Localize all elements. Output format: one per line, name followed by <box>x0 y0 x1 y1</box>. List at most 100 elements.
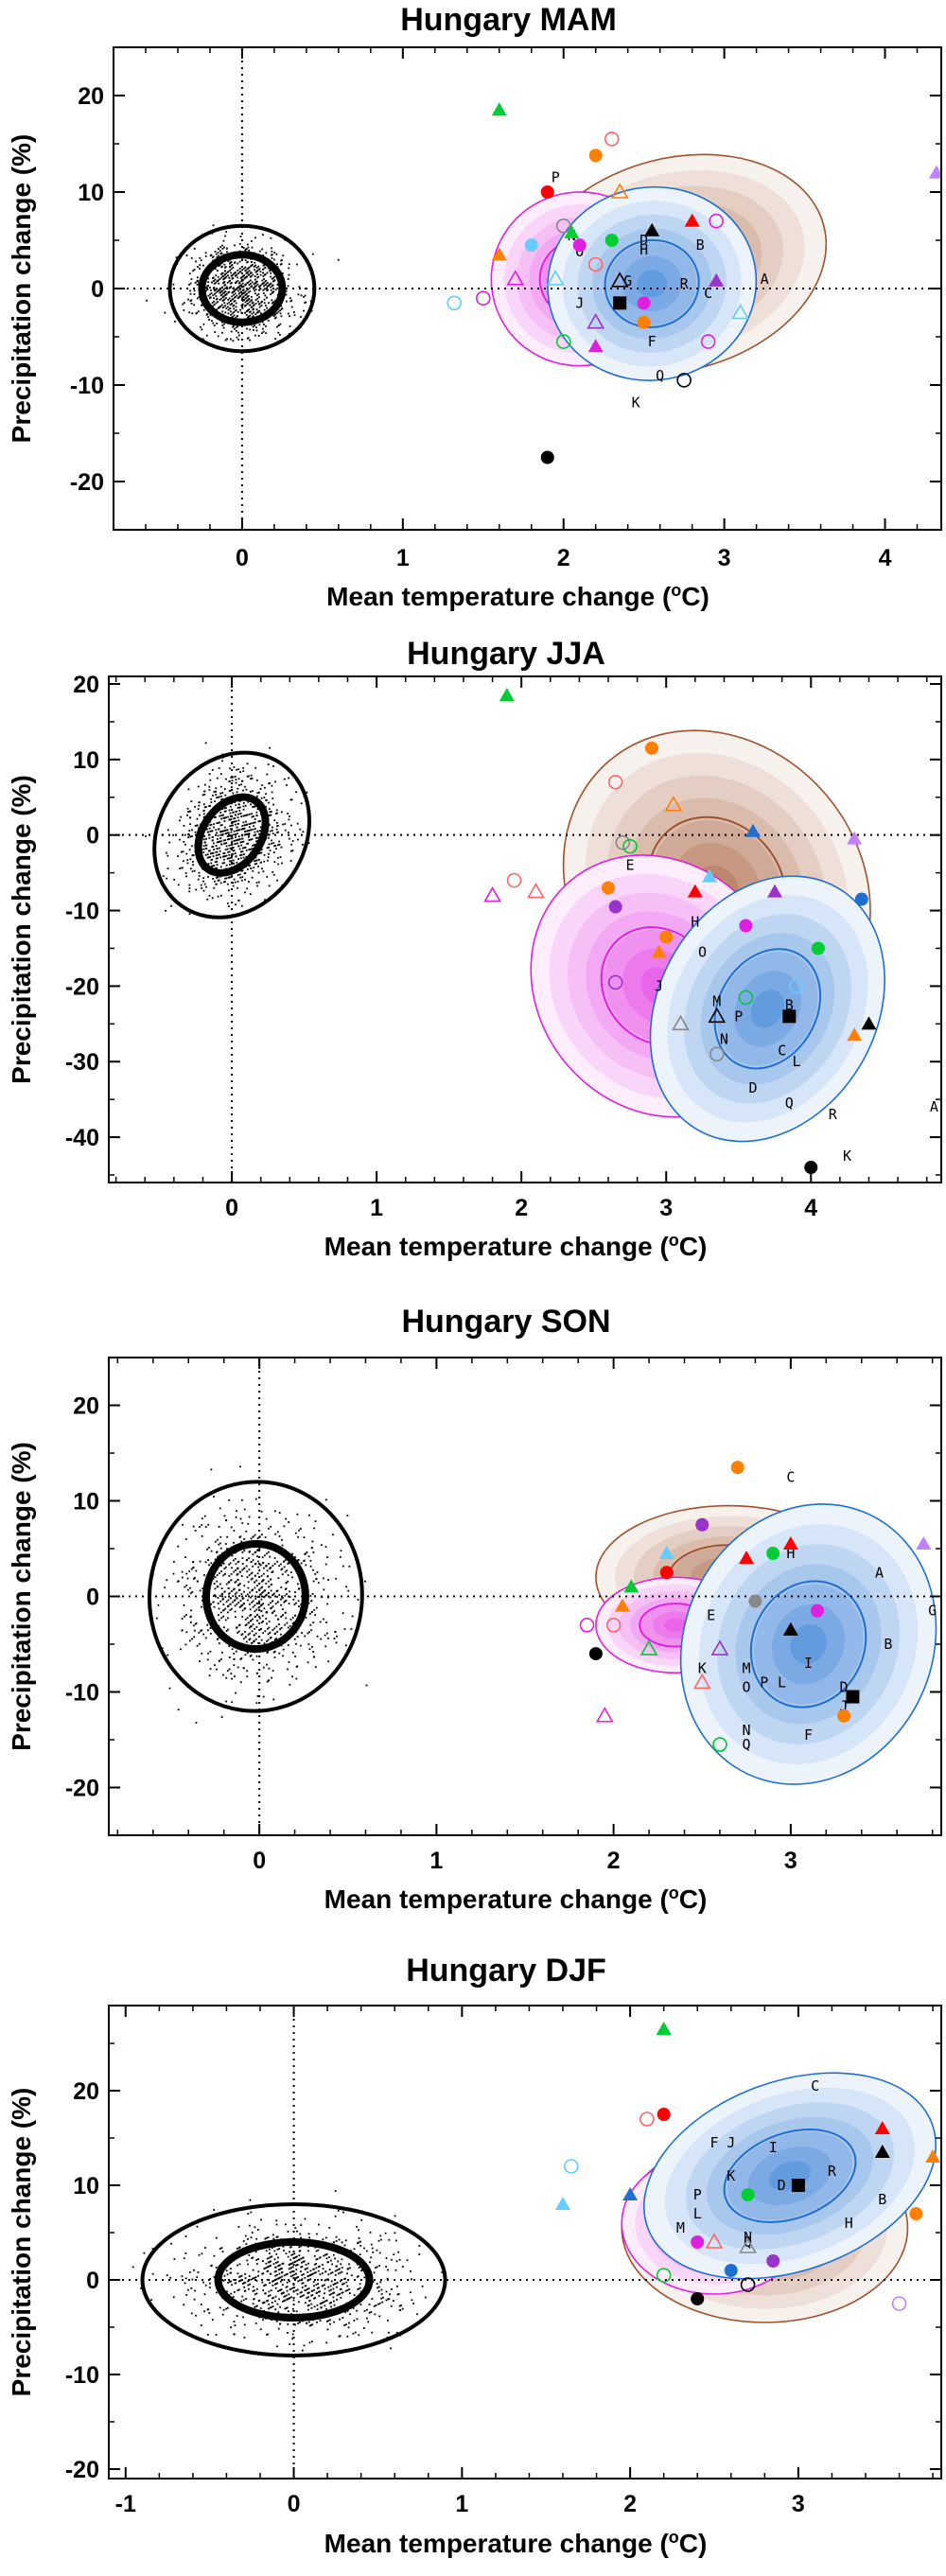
noise-dot <box>271 2255 273 2258</box>
noise-dot <box>222 1615 224 1618</box>
noise-dot <box>342 1612 344 1615</box>
noise-dot <box>241 303 244 306</box>
x-tick-label: 3 <box>718 545 731 571</box>
noise-dot <box>301 2287 304 2288</box>
noise-dot <box>227 834 230 837</box>
noise-dot <box>177 1545 180 1548</box>
noise-dot <box>230 282 232 285</box>
noise-dot <box>219 1507 221 1510</box>
noise-dot <box>249 848 252 850</box>
noise-dot <box>146 299 149 302</box>
noise-dot <box>231 853 233 856</box>
noise-dot <box>290 2267 292 2269</box>
noise-dot <box>234 1604 236 1607</box>
noise-dot <box>247 1522 250 1525</box>
noise-dot <box>315 2284 318 2287</box>
model-marker-triangle <box>564 224 580 238</box>
model-marker-circle <box>602 881 615 895</box>
noise-dot <box>243 1550 246 1552</box>
noise-dot <box>279 856 282 858</box>
noise-dot <box>249 893 252 896</box>
noise-dot <box>232 852 235 855</box>
noise-dot <box>332 2296 335 2299</box>
noise-dot <box>298 1605 300 1607</box>
noise-dot <box>223 807 226 810</box>
noise-dot <box>299 2296 302 2298</box>
noise-dot <box>202 813 205 815</box>
chart-panel-mam: Hungary MAMPNODHGRBACJFQKM0123420100-10-… <box>0 0 946 634</box>
model-marker-circle <box>605 1617 622 1633</box>
noise-dot <box>221 862 224 865</box>
model-marker-circle <box>811 941 825 955</box>
noise-dot <box>292 2257 295 2260</box>
noise-dot <box>223 788 226 790</box>
noise-dot <box>311 1592 314 1595</box>
noise-dot <box>285 2223 287 2226</box>
noise-dot <box>268 1667 271 1670</box>
noise-dot <box>257 1642 259 1644</box>
noise-dot <box>277 310 280 313</box>
noise-dot <box>228 266 231 269</box>
model-marker-circle <box>741 2188 755 2201</box>
noise-dot <box>390 2347 393 2350</box>
noise-dot <box>298 2246 301 2249</box>
noise-dot <box>257 865 259 867</box>
noise-dot <box>307 2291 310 2294</box>
noise-dot <box>365 1684 368 1687</box>
model-label-Q: Q <box>744 2234 752 2251</box>
x-tick-label: 1 <box>370 1195 383 1221</box>
noise-dot <box>266 1611 269 1613</box>
model-label-B: B <box>884 1636 892 1653</box>
noise-dot <box>231 277 234 280</box>
noise-dot <box>324 2270 326 2273</box>
noise-dot <box>256 276 259 279</box>
noise-dot <box>247 1581 250 1584</box>
noise-dot <box>220 331 223 334</box>
noise-dot <box>208 833 211 836</box>
noise-dot <box>224 855 226 857</box>
noise-dot <box>257 2274 259 2277</box>
noise-dot <box>412 2302 415 2304</box>
noise-dot <box>274 2274 277 2277</box>
y-tick-label: -10 <box>65 899 99 925</box>
noise-dot <box>251 848 253 850</box>
noise-dot <box>289 2251 290 2253</box>
noise-dot <box>266 2266 269 2269</box>
noise-dot <box>307 2271 309 2273</box>
noise-dot <box>293 1603 296 1605</box>
noise-dot <box>260 1621 263 1623</box>
noise-dot <box>238 2275 241 2278</box>
noise-dot <box>254 2251 257 2253</box>
noise-dot <box>233 1541 235 1544</box>
noise-dot <box>208 2282 211 2285</box>
noise-dot <box>249 1655 252 1657</box>
noise-dot <box>252 1605 254 1608</box>
noise-dot <box>253 287 255 289</box>
noise-dot <box>275 828 278 831</box>
noise-dot <box>280 2267 283 2269</box>
noise-dot <box>257 858 260 861</box>
noise-dot <box>279 2276 282 2279</box>
noise-dot <box>200 259 202 262</box>
noise-dot <box>231 298 234 301</box>
noise-dot <box>219 792 222 795</box>
noise-dot <box>276 284 279 286</box>
noise-dot <box>367 2321 370 2323</box>
noise-dot <box>260 305 263 307</box>
noise-dot <box>331 2263 334 2266</box>
noise-dot <box>272 280 274 283</box>
noise-dot <box>328 2302 331 2304</box>
model-marker-triangle <box>708 1007 727 1024</box>
noise-dot <box>255 859 258 862</box>
x-axis-label-degree: o <box>669 1884 679 1902</box>
noise-dot <box>240 2274 243 2277</box>
noise-dot <box>252 308 254 311</box>
noise-dot <box>216 297 219 300</box>
noise-dot <box>309 1594 312 1597</box>
noise-dot <box>245 1565 248 1568</box>
noise-dot <box>280 1603 282 1606</box>
noise-dot <box>325 2341 328 2344</box>
noise-dot <box>345 2281 348 2284</box>
noise-dot <box>236 839 239 841</box>
noise-dot <box>308 2274 311 2276</box>
